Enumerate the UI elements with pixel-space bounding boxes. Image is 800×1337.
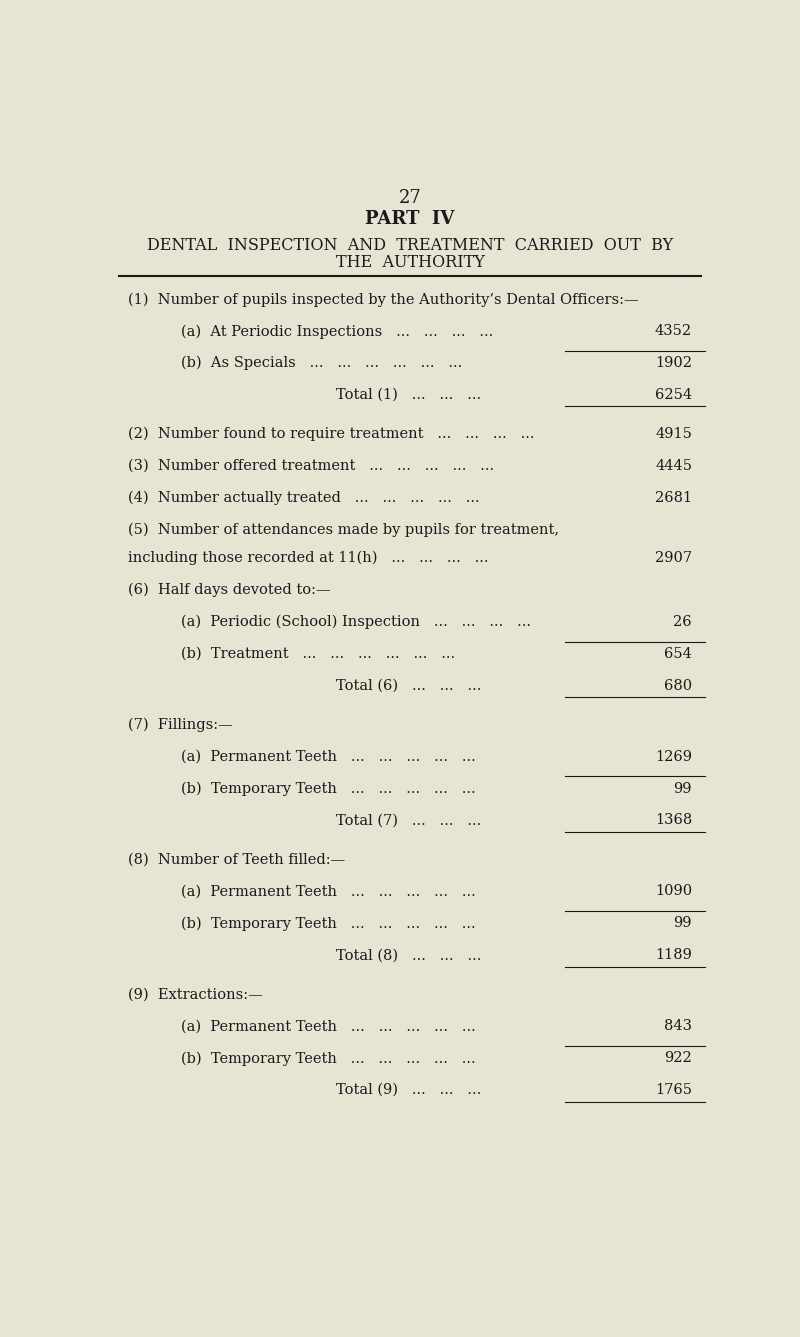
- Text: 99: 99: [674, 916, 692, 931]
- Text: (a)  At Periodic Inspections   ...   ...   ...   ...: (a) At Periodic Inspections ... ... ... …: [181, 324, 493, 338]
- Text: (b)  Temporary Teeth   ...   ...   ...   ...   ...: (b) Temporary Teeth ... ... ... ... ...: [181, 1051, 475, 1066]
- Text: (a)  Permanent Teeth   ...   ...   ...   ...   ...: (a) Permanent Teeth ... ... ... ... ...: [181, 1019, 475, 1034]
- Text: 6254: 6254: [655, 388, 692, 402]
- Text: 843: 843: [664, 1019, 692, 1034]
- Text: (8)  Number of Teeth filled:—: (8) Number of Teeth filled:—: [128, 853, 345, 866]
- Text: (2)  Number found to require treatment   ...   ...   ...   ...: (2) Number found to require treatment ..…: [128, 427, 534, 441]
- Text: (3)  Number offered treatment   ...   ...   ...   ...   ...: (3) Number offered treatment ... ... ...…: [128, 459, 494, 473]
- Text: THE  AUTHORITY: THE AUTHORITY: [335, 254, 485, 271]
- Text: 1765: 1765: [655, 1083, 692, 1098]
- Text: (7)  Fillings:—: (7) Fillings:—: [128, 718, 233, 733]
- Text: Total (8)   ...   ...   ...: Total (8) ... ... ...: [336, 948, 481, 963]
- Text: Total (7)   ...   ...   ...: Total (7) ... ... ...: [336, 813, 481, 828]
- Text: Total (1)   ...   ...   ...: Total (1) ... ... ...: [336, 388, 481, 402]
- Text: 4352: 4352: [655, 324, 692, 338]
- Text: Total (9)   ...   ...   ...: Total (9) ... ... ...: [336, 1083, 481, 1098]
- Text: 26: 26: [674, 615, 692, 628]
- Text: 2907: 2907: [655, 551, 692, 566]
- Text: 2681: 2681: [655, 491, 692, 505]
- Text: (a)  Permanent Teeth   ...   ...   ...   ...   ...: (a) Permanent Teeth ... ... ... ... ...: [181, 885, 475, 898]
- Text: 654: 654: [664, 647, 692, 660]
- Text: Total (6)   ...   ...   ...: Total (6) ... ... ...: [336, 679, 481, 693]
- Text: (b)  As Specials   ...   ...   ...   ...   ...   ...: (b) As Specials ... ... ... ... ... ...: [181, 356, 462, 370]
- Text: 4445: 4445: [655, 459, 692, 473]
- Text: (5)  Number of attendances made by pupils for treatment,: (5) Number of attendances made by pupils…: [128, 523, 559, 537]
- Text: 1090: 1090: [655, 885, 692, 898]
- Text: (a)  Permanent Teeth   ...   ...   ...   ...   ...: (a) Permanent Teeth ... ... ... ... ...: [181, 750, 475, 763]
- Text: DENTAL  INSPECTION  AND  TREATMENT  CARRIED  OUT  BY: DENTAL INSPECTION AND TREATMENT CARRIED …: [147, 237, 673, 254]
- Text: (4)  Number actually treated   ...   ...   ...   ...   ...: (4) Number actually treated ... ... ... …: [128, 491, 479, 505]
- Text: 1368: 1368: [655, 813, 692, 828]
- Text: including those recorded at 11(h)   ...   ...   ...   ...: including those recorded at 11(h) ... ..…: [128, 551, 488, 566]
- Text: PART  IV: PART IV: [366, 210, 454, 227]
- Text: (6)  Half days devoted to:—: (6) Half days devoted to:—: [128, 583, 330, 598]
- Text: (9)  Extractions:—: (9) Extractions:—: [128, 988, 262, 1001]
- Text: (1)  Number of pupils inspected by the Authority’s Dental Officers:—: (1) Number of pupils inspected by the Au…: [128, 293, 638, 306]
- Text: 1269: 1269: [655, 750, 692, 763]
- Text: 1902: 1902: [655, 356, 692, 370]
- Text: (b)  Temporary Teeth   ...   ...   ...   ...   ...: (b) Temporary Teeth ... ... ... ... ...: [181, 916, 475, 931]
- Text: 4915: 4915: [655, 427, 692, 441]
- Text: (b)  Temporary Teeth   ...   ...   ...   ...   ...: (b) Temporary Teeth ... ... ... ... ...: [181, 782, 475, 796]
- Text: (b)  Treatment   ...   ...   ...   ...   ...   ...: (b) Treatment ... ... ... ... ... ...: [181, 647, 454, 660]
- Text: 680: 680: [664, 679, 692, 693]
- Text: 922: 922: [664, 1051, 692, 1066]
- Text: 99: 99: [674, 782, 692, 796]
- Text: 27: 27: [398, 190, 422, 207]
- Text: 1189: 1189: [655, 948, 692, 963]
- Text: (a)  Periodic (School) Inspection   ...   ...   ...   ...: (a) Periodic (School) Inspection ... ...…: [181, 615, 530, 630]
